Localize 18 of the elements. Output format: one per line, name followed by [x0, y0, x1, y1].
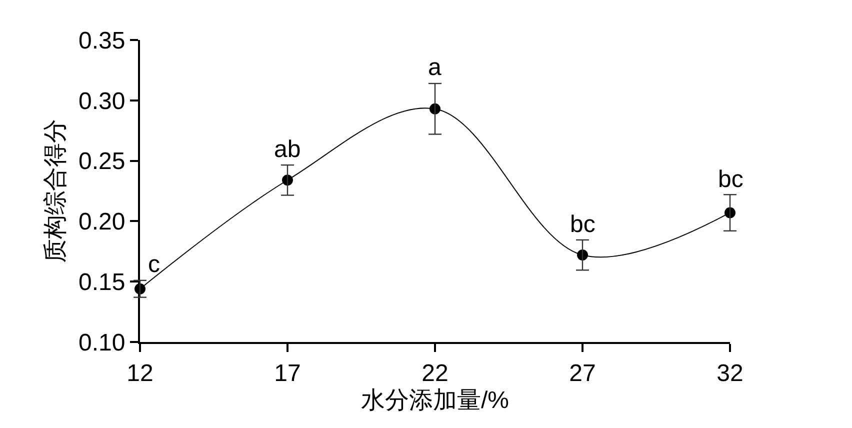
annotation: bc — [718, 166, 744, 193]
x-tick-label: 32 — [716, 360, 744, 387]
annotation: c — [148, 251, 160, 278]
y-axis-title: 质构综合得分 — [42, 119, 70, 263]
annotation: ab — [274, 136, 301, 163]
y-tick-label: 0.10 — [78, 329, 126, 356]
y-tick-label: 0.35 — [78, 27, 126, 54]
x-tick-label: 22 — [422, 360, 448, 387]
x-axis-title: 水分添加量/% — [360, 386, 510, 414]
annotation: a — [428, 54, 442, 81]
y-tick-label: 0.25 — [78, 148, 126, 176]
x-tick-label: 27 — [569, 360, 596, 387]
y-tick-label: 0.15 — [78, 269, 126, 296]
x-tick-label: 17 — [274, 360, 301, 387]
y-tick-label: 0.20 — [78, 208, 126, 236]
x-tick-label: 12 — [126, 360, 154, 387]
y-tick-label: 0.30 — [78, 88, 126, 115]
annotation: bc — [570, 211, 596, 238]
